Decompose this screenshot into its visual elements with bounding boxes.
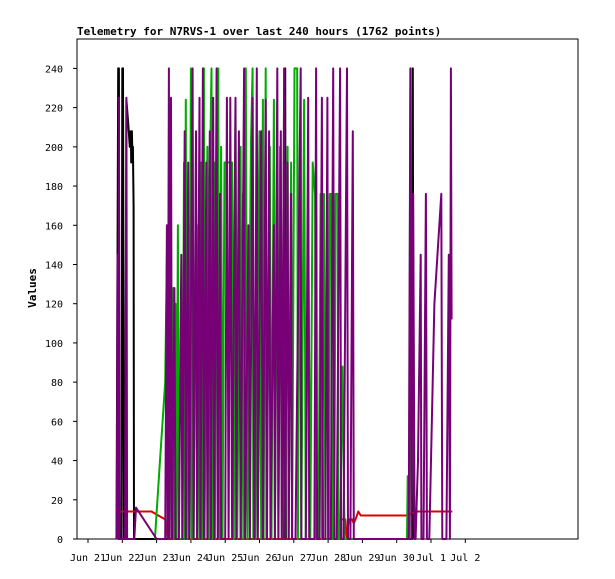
y-tick-label: 200 [45,143,63,154]
x-tick-label: Jun 30 [379,553,415,564]
y-axis-label: Values [26,268,39,308]
y-tick-label: 20 [51,496,63,507]
x-tick-label: Jun 27 [276,553,312,564]
x-tick-label: Jun 22 [104,553,140,564]
x-tick-label: Jun 28 [310,553,346,564]
x-tick-label: Jun 24 [173,553,209,564]
y-tick-label: 80 [51,378,63,389]
y-tick-label: 180 [45,182,63,193]
x-tick-label: Jun 25 [207,553,243,564]
series-layer [115,67,453,540]
y-axis: 0 20 40 60 80 100 120 140 160 180 200 220 240 [45,64,77,546]
x-tick-label: Jun 26 [241,553,277,564]
y-tick-label: 0 [57,535,63,546]
x-tick-label: Jul 1 [416,553,446,564]
x-tick-label: Jul 2 [450,553,480,564]
y-tick-label: 140 [45,260,63,271]
x-tick-label: Jun 21 [70,553,106,564]
y-tick-label: 240 [45,64,63,75]
chart-title: Telemetry for N7RVS-1 over last 240 hour… [77,25,441,38]
series-line-4 [115,67,453,540]
x-tick-label: Jun 29 [344,553,380,564]
y-tick-label: 40 [51,457,63,468]
y-tick-label: 160 [45,221,63,232]
y-tick-label: 100 [45,339,63,350]
y-tick-label: 120 [45,300,63,311]
y-tick-label: 60 [51,417,63,428]
y-tick-label: 220 [45,104,63,115]
x-tick-label: Jun 23 [139,553,175,564]
